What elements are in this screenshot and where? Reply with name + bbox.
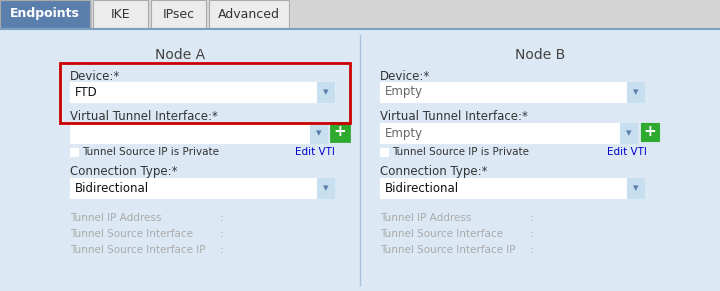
Text: Empty: Empty	[385, 86, 423, 98]
Bar	[380, 82, 644, 102]
Text: +: +	[644, 125, 657, 139]
Text: IPsec: IPsec	[163, 8, 194, 20]
Text: FTD: FTD	[75, 86, 98, 98]
Text: Bidirectional: Bidirectional	[385, 182, 459, 194]
Text: Device:*: Device:*	[70, 70, 120, 83]
Text: :: :	[530, 229, 534, 239]
Text: ▾: ▾	[316, 128, 321, 138]
Bar	[380, 123, 620, 143]
Bar	[70, 178, 334, 198]
Text: IKE: IKE	[111, 8, 130, 20]
Text: Connection Type:*: Connection Type:*	[70, 166, 178, 178]
Text: +: +	[333, 125, 346, 139]
Text: Tunnel Source Interface IP: Tunnel Source Interface IP	[380, 245, 516, 255]
Bar	[60, 63, 350, 123]
Text: :: :	[530, 213, 534, 223]
Bar	[209, 0, 289, 28]
Text: :: :	[220, 245, 224, 255]
Text: Tunnel IP Address: Tunnel IP Address	[380, 213, 472, 223]
Bar	[310, 123, 327, 143]
Bar	[620, 123, 637, 143]
Bar	[151, 0, 206, 28]
Text: Tunnel Source IP is Private: Tunnel Source IP is Private	[392, 147, 529, 157]
Bar	[93, 0, 148, 28]
Text: Tunnel Source Interface: Tunnel Source Interface	[380, 229, 503, 239]
Text: :: :	[530, 245, 534, 255]
Text: Tunnel Source IP is Private: Tunnel Source IP is Private	[82, 147, 219, 157]
Bar	[0, 0, 90, 28]
Bar	[627, 178, 644, 198]
Text: Tunnel Source Interface: Tunnel Source Interface	[70, 229, 193, 239]
Bar	[317, 178, 334, 198]
Bar	[331, 123, 349, 141]
Text: :: :	[220, 213, 224, 223]
Bar	[641, 123, 659, 141]
Text: ▾: ▾	[323, 87, 328, 97]
Bar	[380, 178, 644, 198]
Text: Edit VTI: Edit VTI	[295, 147, 335, 157]
Text: Virtual Tunnel Interface:*: Virtual Tunnel Interface:*	[70, 111, 218, 123]
Text: Node B: Node B	[515, 48, 565, 62]
Text: Device:*: Device:*	[380, 70, 431, 83]
Text: Empty: Empty	[385, 127, 423, 139]
Bar	[93, 0, 148, 28]
Text: Connection Type:*: Connection Type:*	[380, 166, 487, 178]
Text: :: :	[220, 229, 224, 239]
Text: ▾: ▾	[633, 183, 639, 193]
Text: Bidirectional: Bidirectional	[75, 182, 149, 194]
Text: Tunnel IP Address: Tunnel IP Address	[70, 213, 161, 223]
Text: Node A: Node A	[155, 48, 205, 62]
Text: ▾: ▾	[323, 183, 328, 193]
Text: Tunnel Source Interface IP: Tunnel Source Interface IP	[70, 245, 205, 255]
Bar	[317, 82, 334, 102]
Bar	[0, 0, 720, 30]
Text: Endpoints: Endpoints	[10, 8, 80, 20]
Bar	[70, 82, 334, 102]
Bar	[70, 148, 78, 156]
Bar	[209, 0, 289, 28]
Text: ▾: ▾	[626, 128, 631, 138]
Text: Edit VTI: Edit VTI	[607, 147, 647, 157]
Text: Advanced: Advanced	[218, 8, 280, 20]
Bar	[627, 82, 644, 102]
Bar	[70, 123, 310, 143]
Bar	[380, 148, 388, 156]
Bar	[0, 0, 90, 28]
Bar	[151, 0, 206, 28]
Text: Virtual Tunnel Interface:*: Virtual Tunnel Interface:*	[380, 111, 528, 123]
Text: ▾: ▾	[633, 87, 639, 97]
